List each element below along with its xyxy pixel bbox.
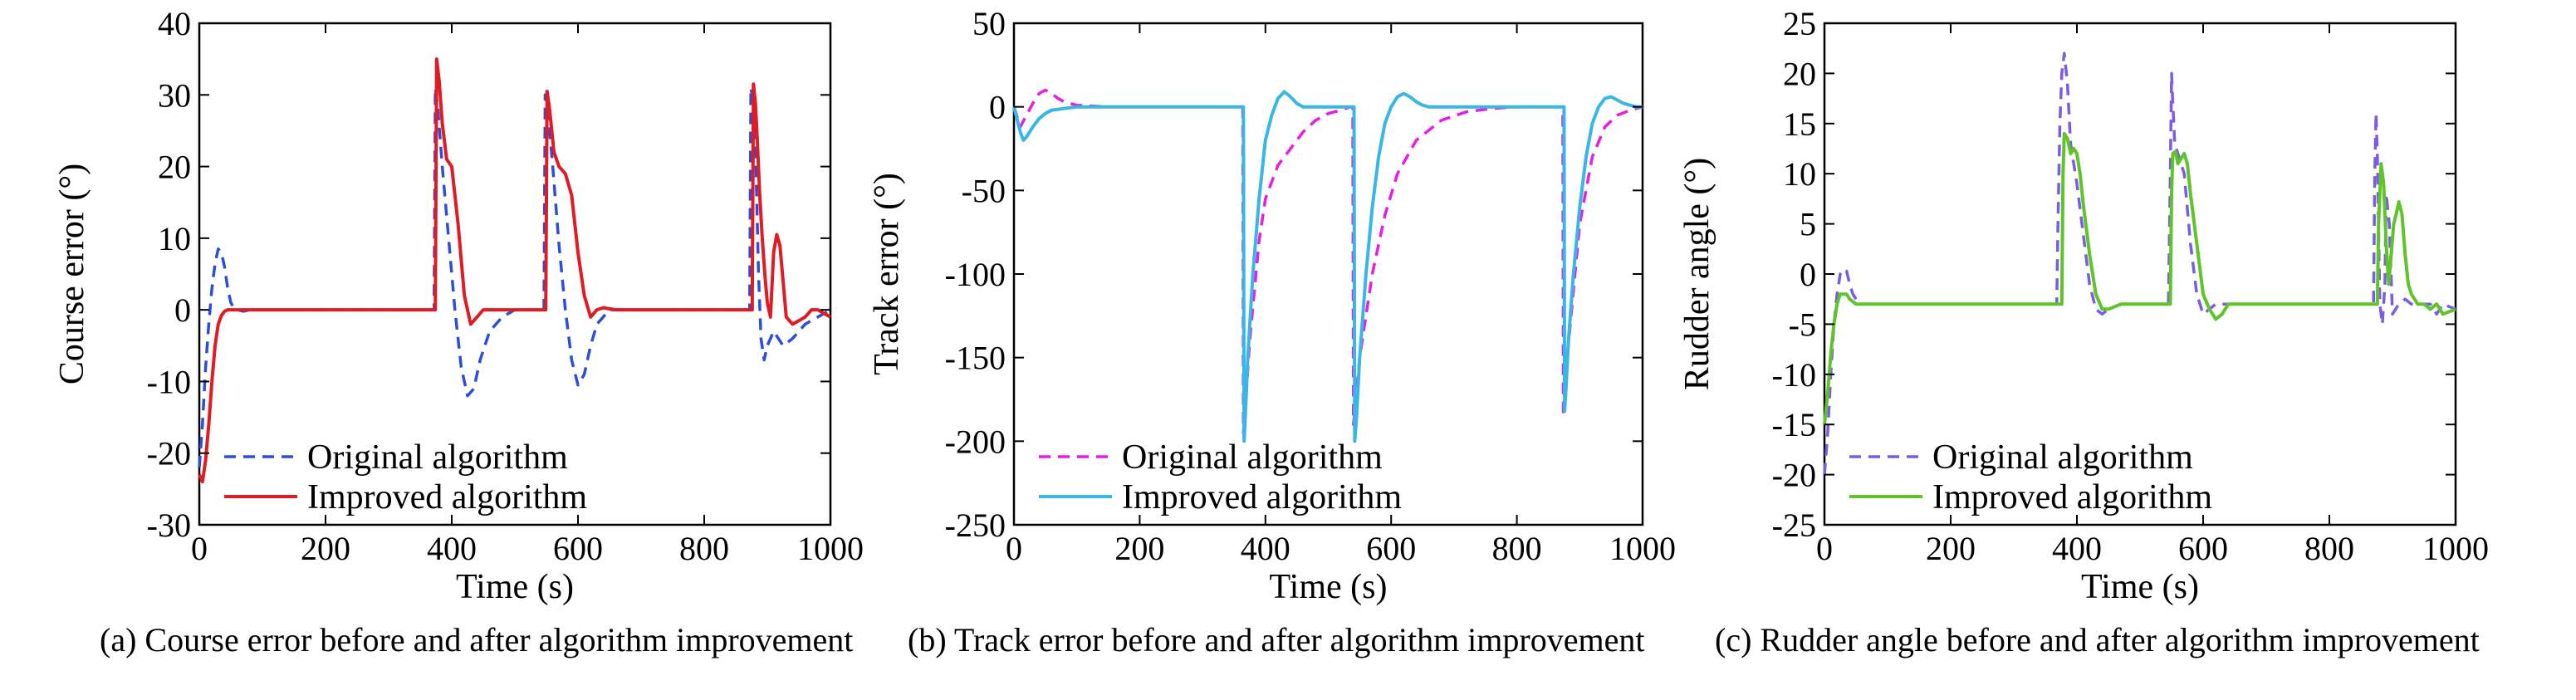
y-tick-label: -50 [962,172,1006,209]
y-tick-label: -5 [1789,306,1816,343]
plot-frame [198,22,832,526]
y-tick-label: -250 [945,507,1006,544]
series-line-improved [1823,131,2456,425]
caption-c: (c) Rudder angle before and after algori… [1715,621,2480,658]
x-tick-label: 800 [2304,530,2354,567]
caption-a: (a) Course error before and after algori… [100,621,854,658]
x-tick-label: 0 [1816,530,1833,567]
legend-label-improved: Improved algorithm [307,478,587,516]
x-tick-label: 600 [553,530,603,567]
y-tick-label: 30 [158,76,191,114]
y-tick-label: 0 [174,291,191,329]
x-tick-label: 400 [427,530,477,567]
y-tick-label: 25 [1783,5,1816,42]
x-axis-label: Time (s) [456,568,574,606]
series-line-original [1012,88,1643,435]
x-tick-label: 400 [1241,530,1290,567]
caption-b: (b) Track error before and after algorit… [908,621,1645,658]
legend-label-improved: Improved algorithm [1122,478,1402,516]
x-tick-label: 200 [1926,530,1976,567]
y-tick-label: -10 [1772,356,1816,394]
y-tick-label: 0 [1800,256,1816,293]
y-tick-label: 50 [972,5,1006,42]
series-line-original [1823,51,2456,475]
chart-panel-a: 0 200 400 600 800 1000 -30 -20 -10 0 10 20 30 40 Time … [53,5,864,606]
legend-label-original: Original algorithm [1122,438,1383,477]
y-tick-label: 40 [158,5,191,42]
x-tick-label: 0 [1006,530,1022,567]
x-axis-label: Time (s) [2081,568,2199,606]
x-tick-label: 1000 [2422,530,2489,567]
y-tick-label: 0 [989,89,1006,126]
legend-label-original: Original algorithm [1932,438,2193,477]
y-tick-label: 20 [158,149,191,186]
y-tick-label: -100 [945,256,1006,293]
x-tick-label: 200 [301,530,350,567]
y-tick-label: -20 [147,435,191,472]
x-tick-label: 600 [2178,530,2228,567]
chart-panel-c: 0 200 400 600 800 1000 -25 -20 -15 -10 -5 0 5 10 15 20 2… [1678,5,2489,606]
x-tick-label: 600 [1366,530,1416,567]
y-tick-label: 10 [158,220,191,257]
y-tick-label: -25 [1772,507,1816,544]
legend-label-original: Original algorithm [307,438,568,477]
y-axis-label: Rudder angle (°) [1678,158,1717,390]
y-tick-label: -200 [945,423,1006,460]
y-axis-label: Track error (°) [868,173,906,375]
y-tick-label: -15 [1772,406,1816,443]
x-axis-label: Time (s) [1270,568,1388,606]
y-tick-label: -10 [147,363,191,400]
y-tick-label: -20 [1772,457,1816,494]
legend-label-improved: Improved algorithm [1932,478,2212,516]
x-tick-label: 1000 [797,530,864,567]
y-axis-label: Course error (°) [53,164,91,384]
x-tick-label: 800 [679,530,729,567]
x-tick-label: 200 [1114,530,1164,567]
chart-panel-b: 0 200 400 600 800 1000 -250 -200 -150 -100 -50 0 50 T… [868,5,1676,606]
y-tick-label: 15 [1783,105,1816,143]
series-line-improved [198,57,831,484]
series-line-improved [1012,90,1643,443]
series-line-original [198,86,831,468]
y-tick-label: 10 [1783,155,1816,193]
y-tick-label: 20 [1783,55,1816,92]
x-tick-label: 800 [1492,530,1542,567]
y-tick-label: -30 [147,507,191,544]
x-tick-label: 0 [191,530,208,567]
x-tick-label: 400 [2052,530,2102,567]
y-tick-label: -150 [945,340,1006,377]
x-tick-label: 1000 [1609,530,1676,567]
y-tick-label: 5 [1800,206,1816,243]
